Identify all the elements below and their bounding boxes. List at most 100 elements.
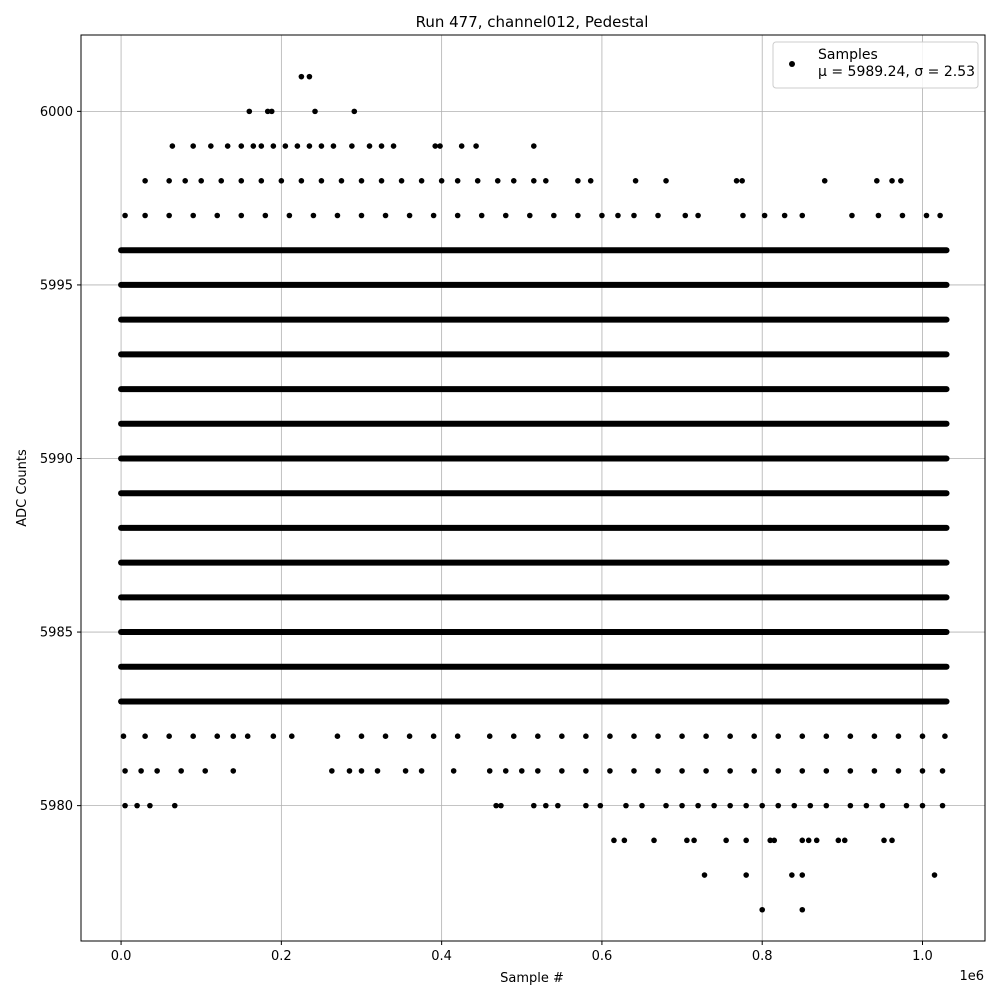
- sample-point: [615, 212, 621, 219]
- sample-point: [639, 802, 645, 809]
- sample-point: [942, 733, 948, 739]
- sample-point: [134, 802, 140, 809]
- sample-point: [551, 212, 557, 219]
- sample-point: [262, 212, 269, 219]
- sample-point: [611, 837, 617, 844]
- sample-point: [270, 143, 277, 149]
- sample-point: [651, 837, 657, 844]
- x-tick-label: 0.6: [592, 949, 613, 964]
- sample-point: [493, 802, 499, 809]
- sample-point: [679, 802, 685, 809]
- sample-point: [703, 768, 709, 774]
- sample-point: [142, 212, 148, 219]
- sample-point: [486, 733, 493, 739]
- sample-point: [695, 212, 701, 219]
- sample-point: [937, 212, 943, 219]
- sample-point: [849, 212, 855, 219]
- sample-point: [733, 177, 740, 184]
- sample-point: [122, 768, 128, 774]
- sample-point: [847, 733, 854, 739]
- sample-point: [775, 768, 782, 774]
- sample-point: [166, 212, 172, 219]
- sample-point: [739, 177, 745, 184]
- sample-point: [871, 768, 878, 774]
- sample-point: [122, 802, 128, 809]
- x-tick-label: 0.0: [111, 949, 132, 964]
- sample-point: [498, 802, 504, 809]
- axis-ticks: 0.0 0.2 0.4 0.6 0.8 1.0 5980 5985 5990 5995 6000: [40, 105, 933, 964]
- sample-point: [767, 837, 774, 844]
- sample-point: [695, 802, 701, 809]
- sample-point: [874, 177, 880, 184]
- sample-point: [298, 177, 305, 184]
- sample-point: [358, 212, 365, 219]
- sample-point: [306, 143, 313, 149]
- sample-point: [306, 73, 313, 80]
- sample-point: [454, 733, 461, 739]
- sample-point: [535, 768, 541, 774]
- sample-point: [607, 768, 613, 774]
- sample-point: [799, 768, 806, 774]
- sample-point: [190, 212, 196, 219]
- sample-point: [454, 177, 461, 184]
- sample-point: [278, 177, 285, 184]
- x-tick-label: 1.0: [912, 949, 933, 964]
- sample-point: [751, 768, 757, 774]
- sample-point: [334, 733, 341, 739]
- sample-point: [703, 733, 709, 739]
- sample-point: [406, 733, 413, 739]
- sample-point: [526, 212, 533, 219]
- sample-point: [351, 108, 358, 115]
- sample-point: [224, 143, 231, 149]
- sample-point: [781, 212, 788, 219]
- sample-point: [218, 177, 225, 184]
- sample-point: [823, 733, 830, 739]
- sample-point: [432, 143, 439, 149]
- sample-point: [791, 802, 798, 809]
- sample-point: [727, 733, 733, 739]
- sample-point: [310, 212, 317, 219]
- sample-point: [679, 768, 685, 774]
- sample-point: [182, 177, 188, 184]
- sample-point: [190, 143, 196, 149]
- sample-point: [346, 768, 353, 774]
- sample-point: [621, 837, 628, 844]
- sample-point: [559, 733, 565, 739]
- sample-point: [599, 212, 605, 219]
- sample-point: [655, 212, 661, 219]
- sample-point: [898, 177, 904, 184]
- sample-point: [607, 733, 613, 739]
- sample-point: [494, 177, 501, 184]
- sample-point: [663, 802, 669, 809]
- sample-point: [655, 768, 661, 774]
- sample-point: [398, 177, 405, 184]
- sample-point: [166, 733, 172, 739]
- sample-point: [727, 802, 733, 809]
- sample-point: [230, 733, 237, 739]
- sample-point: [847, 768, 854, 774]
- sample-point: [358, 768, 365, 774]
- sample-point: [939, 768, 946, 774]
- sample-point: [799, 733, 806, 739]
- sample-point: [214, 733, 221, 739]
- y-axis-label: ADC Counts: [15, 449, 30, 527]
- sample-point: [623, 802, 629, 809]
- sample-point: [258, 177, 265, 184]
- sample-point: [510, 733, 517, 739]
- sample-point: [863, 802, 870, 809]
- sample-point: [258, 143, 265, 149]
- sample-point: [583, 768, 589, 774]
- sample-point: [406, 212, 413, 219]
- sample-point: [889, 837, 895, 844]
- sample-point: [474, 177, 481, 184]
- sample-point: [154, 768, 160, 774]
- sample-point: [318, 143, 325, 149]
- x-tick-label: 0.2: [271, 949, 292, 964]
- x-axis-label: Sample #: [500, 971, 564, 986]
- sample-point: [889, 177, 895, 184]
- sample-point: [458, 143, 465, 149]
- sample-point: [390, 143, 397, 149]
- sample-point: [597, 802, 604, 809]
- sample-point: [799, 837, 806, 844]
- sample-point: [799, 872, 806, 878]
